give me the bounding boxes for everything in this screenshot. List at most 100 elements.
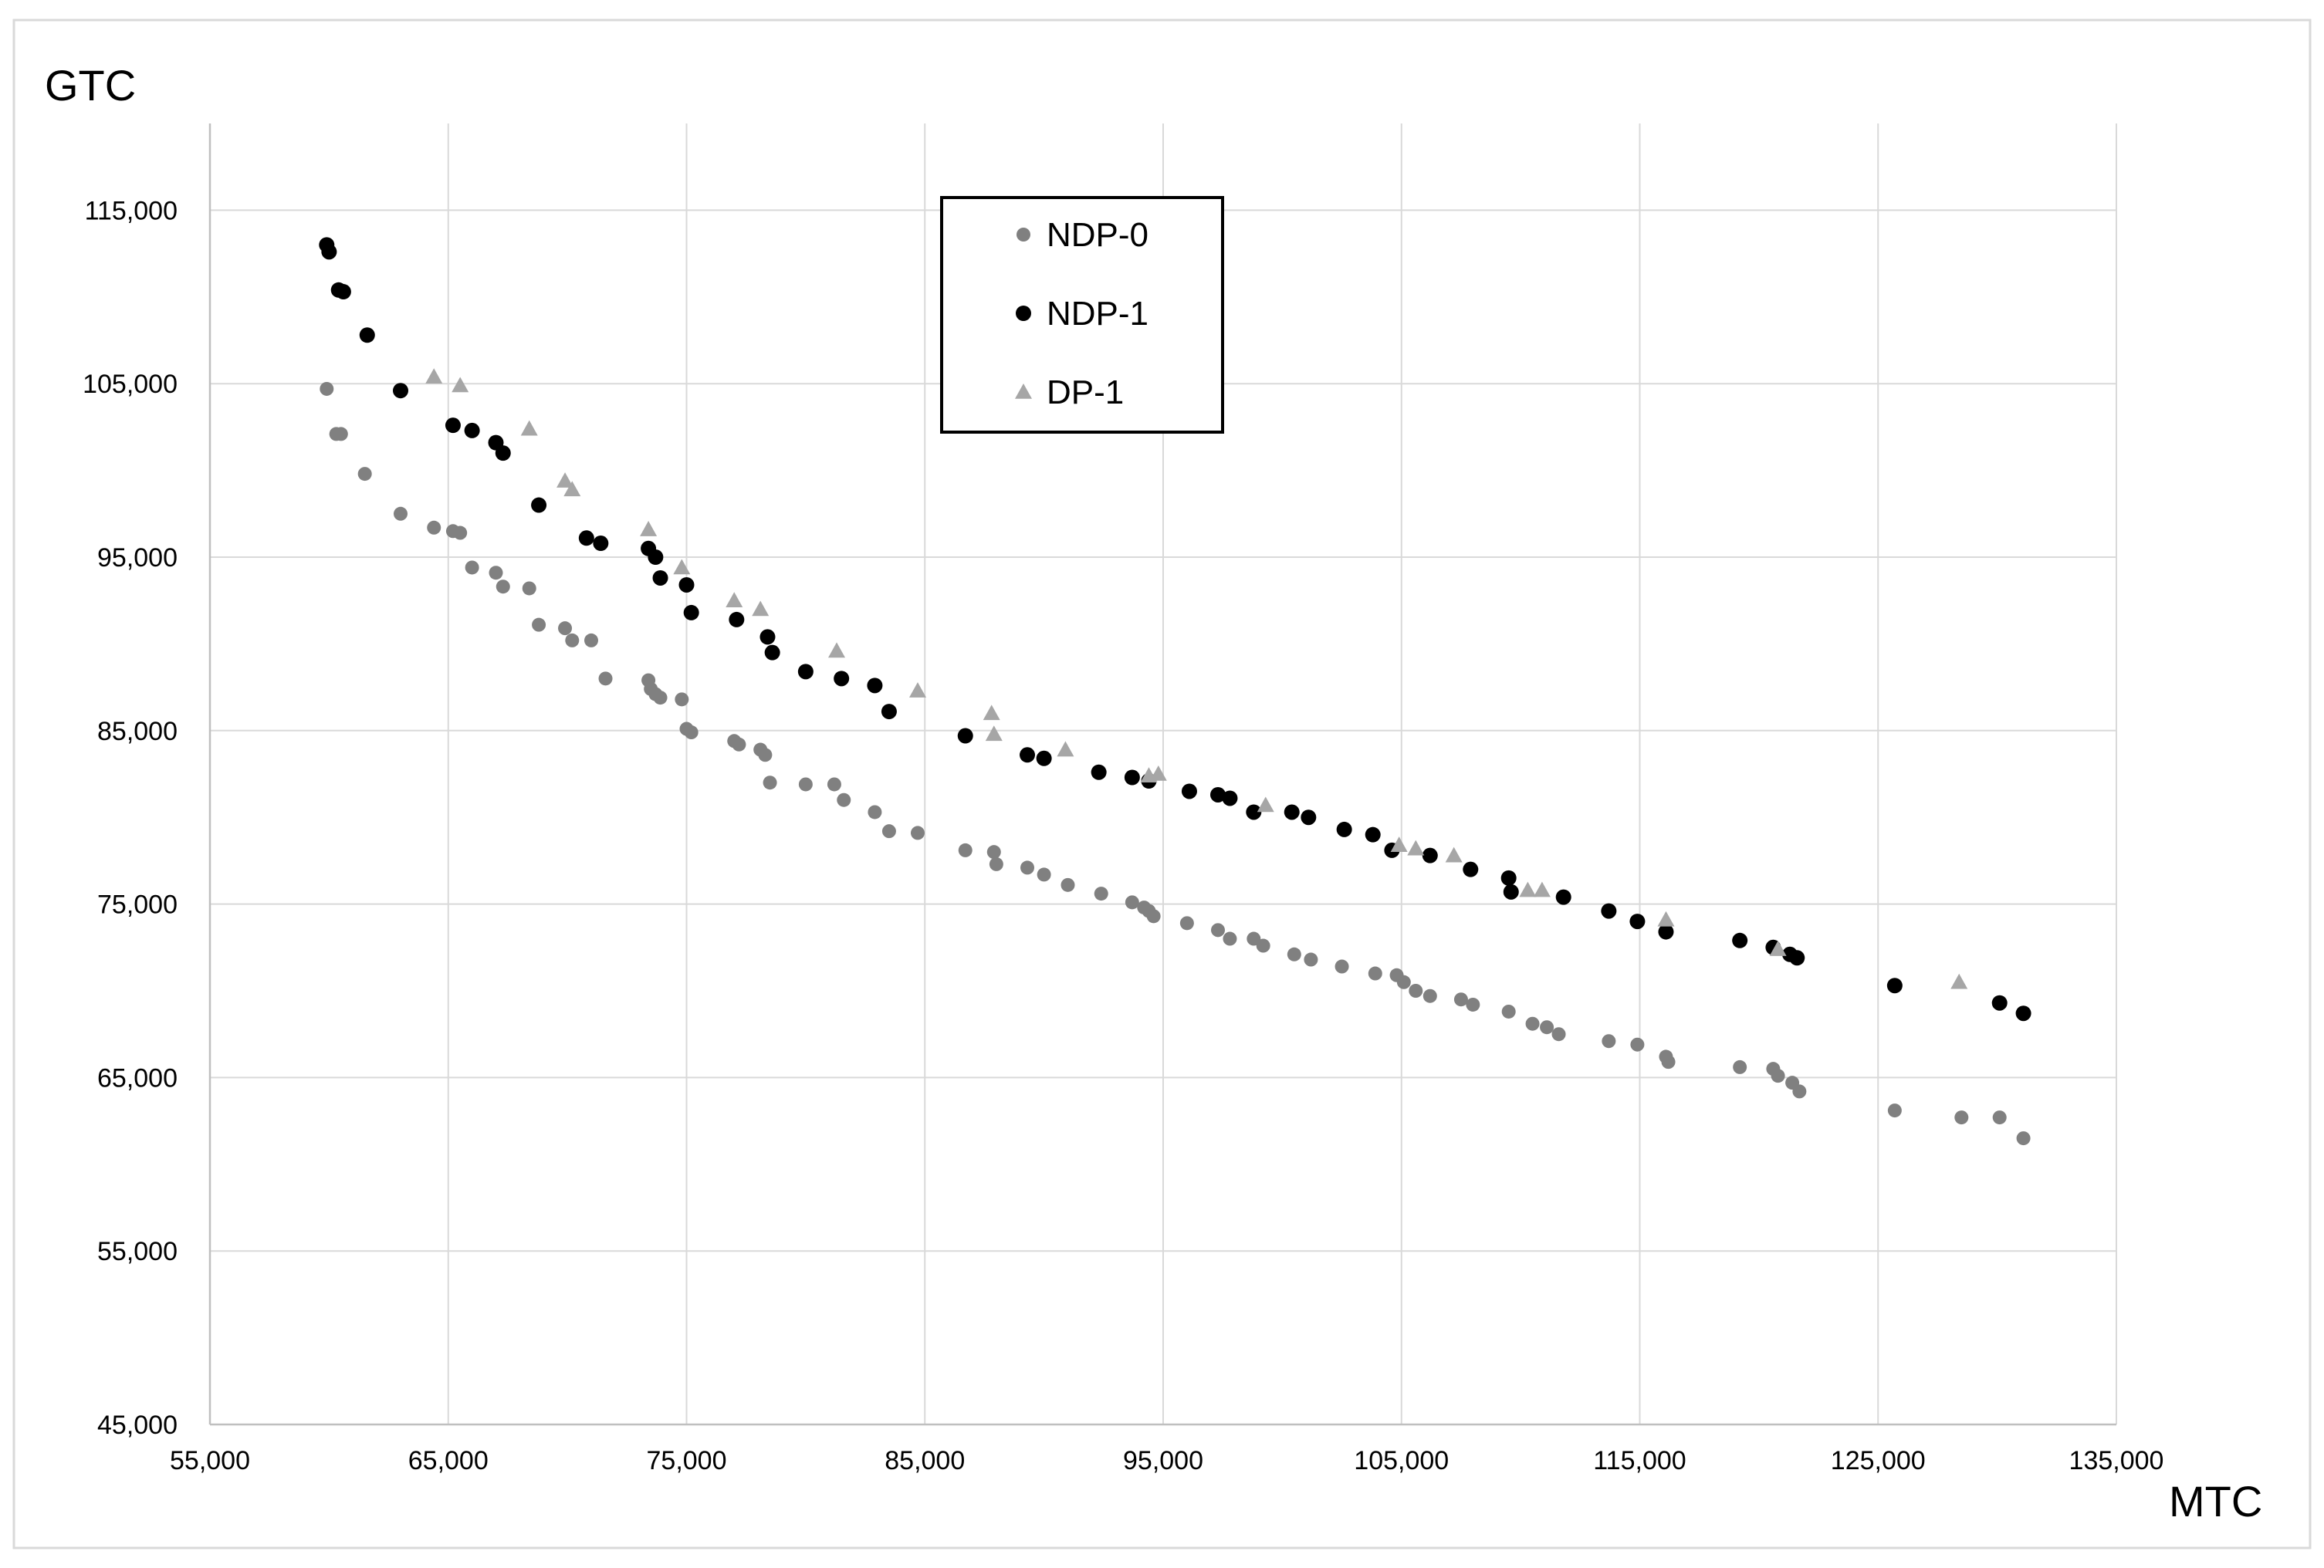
data-point <box>1789 950 1805 966</box>
data-point <box>1390 836 1408 852</box>
x-tick-label: 135,000 <box>2069 1446 2164 1475</box>
data-point <box>1954 1110 1969 1125</box>
y-tick-label: 95,000 <box>97 543 178 573</box>
data-point <box>522 581 536 596</box>
data-point <box>1247 931 1261 946</box>
data-point <box>1365 826 1381 843</box>
data-point <box>1407 840 1425 856</box>
data-point <box>675 692 689 707</box>
legend: NDP-0 NDP-1 DP-1 <box>940 196 1224 434</box>
data-point <box>1733 1059 1747 1074</box>
data-point <box>1519 881 1537 897</box>
tick-labels: 55,000 65,000 75,000 85,000 95,000 105,000 115… <box>83 196 2163 1475</box>
data-point <box>1445 847 1463 863</box>
data-point <box>556 472 574 488</box>
legend-label: NDP-1 <box>1047 295 1148 333</box>
data-point <box>1602 1034 1616 1049</box>
data-point <box>1036 750 1052 766</box>
data-point <box>1501 1004 1516 1019</box>
data-point <box>798 777 813 792</box>
data-point <box>1246 804 1262 820</box>
data-point <box>489 566 503 580</box>
data-point <box>881 824 896 839</box>
data-point <box>683 604 699 620</box>
data-point <box>520 420 538 436</box>
data-point <box>563 481 581 497</box>
y-tick-label: 45,000 <box>97 1411 178 1440</box>
y-tick-label: 55,000 <box>97 1237 178 1266</box>
legend-marker <box>1017 228 1030 242</box>
data-point <box>1061 877 1075 892</box>
legend-marker <box>1016 306 1031 321</box>
data-point <box>828 642 846 658</box>
axes <box>208 123 2116 1426</box>
data-point <box>1211 923 1226 938</box>
data-point <box>1146 909 1161 924</box>
data-point <box>1284 804 1300 820</box>
x-tick-label: 85,000 <box>885 1446 965 1475</box>
data-point <box>495 445 511 461</box>
series-ndp-0 <box>320 381 2031 1146</box>
data-point <box>1525 1016 1540 1031</box>
legend-label: DP-1 <box>1047 373 1124 411</box>
data-point <box>1125 895 1139 910</box>
legend-box <box>940 196 1224 434</box>
data-point <box>957 728 973 744</box>
data-point <box>1551 1027 1566 1042</box>
y-tick-label: 105,000 <box>83 370 178 399</box>
data-point <box>867 678 883 694</box>
data-point <box>1257 796 1274 813</box>
data-point <box>1304 952 1318 967</box>
data-point <box>598 671 613 686</box>
data-point <box>1992 1110 2007 1125</box>
data-point <box>834 671 850 687</box>
data-point <box>759 629 776 645</box>
data-point <box>359 327 375 343</box>
y-tick-label: 85,000 <box>97 717 178 746</box>
data-point <box>673 559 691 575</box>
data-point <box>983 705 1000 721</box>
data-point <box>1368 966 1382 981</box>
data-point <box>321 244 337 260</box>
data-point <box>1540 1020 1554 1035</box>
data-point <box>357 467 372 482</box>
data-point <box>1991 995 2008 1011</box>
data-point <box>678 576 695 593</box>
data-point <box>1453 992 1468 1007</box>
data-point <box>1771 1069 1785 1083</box>
data-point <box>726 592 743 607</box>
data-point <box>1500 870 1517 886</box>
x-tick-label: 65,000 <box>408 1446 489 1475</box>
data-point <box>1629 914 1646 930</box>
data-point <box>464 422 480 438</box>
data-point <box>1256 938 1270 953</box>
data-point <box>1886 978 1903 994</box>
data-point <box>558 621 573 636</box>
data-point <box>1657 911 1675 927</box>
data-point <box>1463 861 1479 877</box>
data-point <box>565 633 580 647</box>
data-point <box>837 792 851 807</box>
data-point <box>1181 783 1197 799</box>
data-points <box>319 237 2031 1146</box>
x-tick-label: 105,000 <box>1354 1446 1449 1475</box>
data-point <box>1887 1103 1902 1118</box>
data-point <box>1094 887 1108 901</box>
data-point <box>908 682 926 698</box>
data-point <box>1210 786 1226 803</box>
x-tick-label: 125,000 <box>1831 1446 1926 1475</box>
data-point <box>758 748 773 762</box>
y-tick-label: 75,000 <box>97 890 178 920</box>
data-point <box>452 377 469 393</box>
data-point <box>910 826 925 840</box>
data-point <box>1179 916 1194 931</box>
data-point <box>1124 769 1140 786</box>
data-point <box>1287 947 1301 961</box>
legend-marker <box>1015 384 1032 399</box>
series-ndp-1 <box>319 237 2031 1022</box>
data-point <box>1396 975 1411 989</box>
data-point <box>531 497 547 513</box>
data-point <box>1223 931 1237 946</box>
